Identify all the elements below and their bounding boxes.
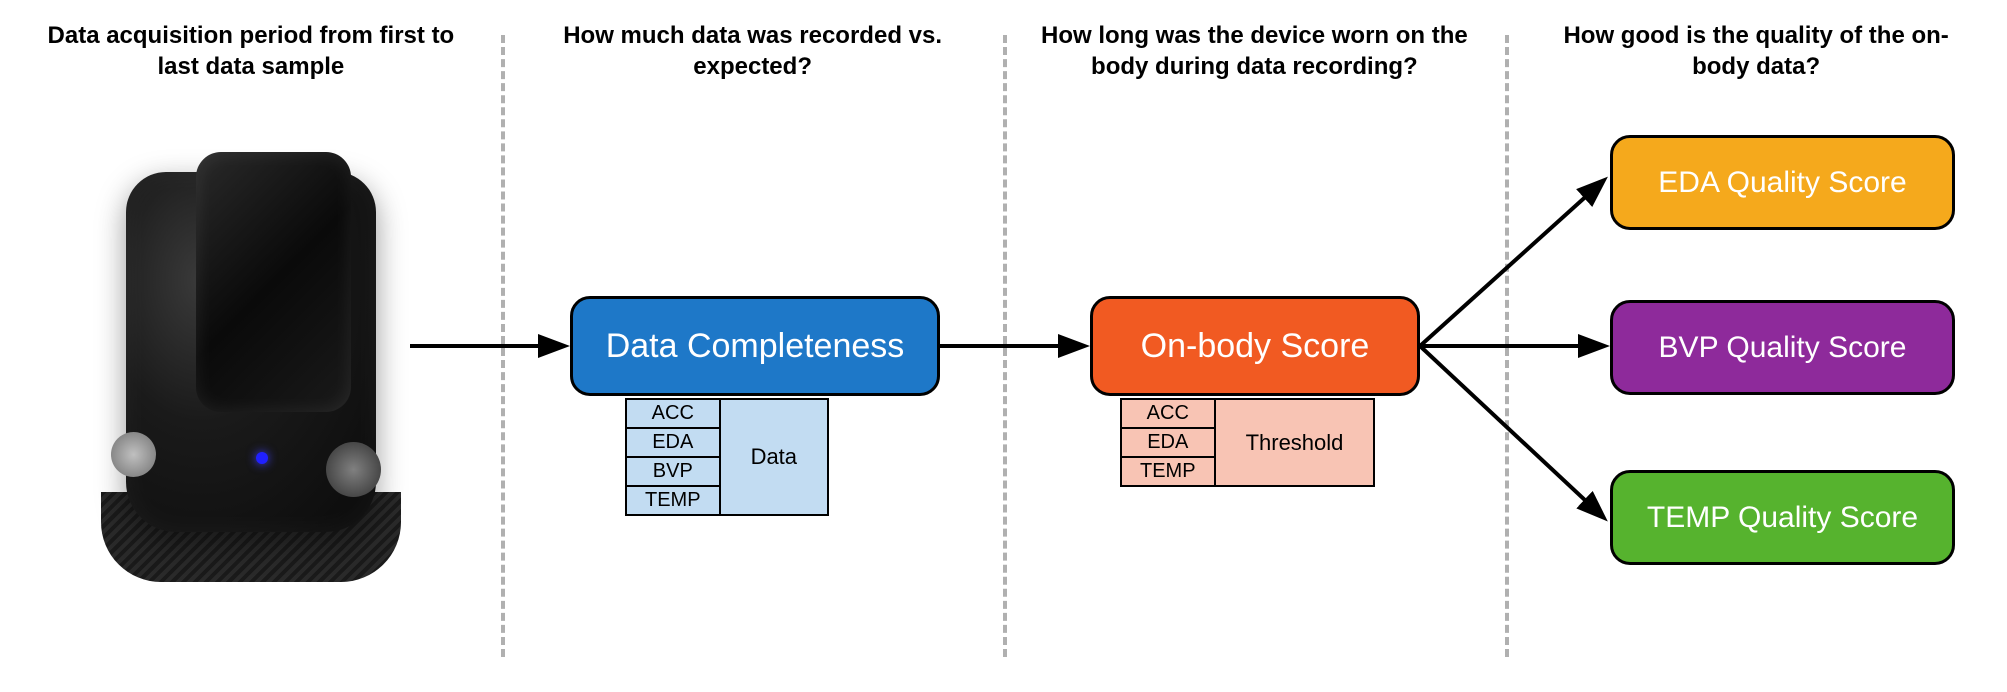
ob-right: Threshold <box>1215 399 1375 486</box>
dc-item-temp: TEMP <box>626 486 720 515</box>
header-col1: Data acquisition period from first to la… <box>34 20 468 82</box>
ob-item-acc: ACC <box>1121 399 1215 428</box>
label-eda-quality: EDA Quality Score <box>1658 166 1906 200</box>
subtable-onbody: ACC EDA TEMP Threshold <box>1120 398 1375 487</box>
block-eda-quality: EDA Quality Score <box>1610 135 1955 230</box>
block-data-completeness: Data Completeness <box>570 296 940 396</box>
label-onbody-score: On-body Score <box>1141 327 1370 366</box>
block-bvp-quality: BVP Quality Score <box>1610 300 1955 395</box>
subtable-ob-left: ACC EDA TEMP <box>1121 399 1215 486</box>
block-temp-quality: TEMP Quality Score <box>1610 470 1955 565</box>
header-col4: How good is the quality of the on-body d… <box>1539 20 1973 82</box>
subtable-dc-left: ACC EDA BVP TEMP <box>626 399 720 515</box>
dc-item-bvp: BVP <box>626 457 720 486</box>
block-onbody-score: On-body Score <box>1090 296 1420 396</box>
dc-right: Data <box>720 399 828 515</box>
dc-item-acc: ACC <box>626 399 720 428</box>
header-col3: How long was the device worn on the body… <box>1038 20 1472 82</box>
header-col2: How much data was recorded vs. expected? <box>536 20 970 82</box>
label-data-completeness: Data Completeness <box>606 327 905 366</box>
dc-item-eda: EDA <box>626 428 720 457</box>
subtable-data-completeness: ACC EDA BVP TEMP Data <box>625 398 829 516</box>
label-temp-quality: TEMP Quality Score <box>1647 501 1918 535</box>
diagram-container: Data acquisition period from first to la… <box>0 0 2007 692</box>
column-acquisition: Data acquisition period from first to la… <box>0 0 502 692</box>
wearable-device-image <box>86 132 416 572</box>
ob-item-eda: EDA <box>1121 428 1215 457</box>
ob-item-temp: TEMP <box>1121 457 1215 486</box>
label-bvp-quality: BVP Quality Score <box>1659 331 1907 365</box>
